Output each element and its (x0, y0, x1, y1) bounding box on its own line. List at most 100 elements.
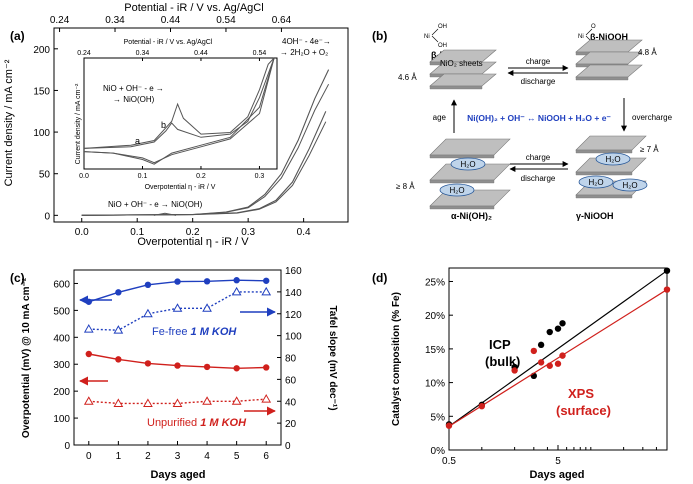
panel-c-y-axis-label: Overpotential (mV) @ 10 mA cm⁻² (21, 277, 32, 438)
panel-d: (d) 0.5 5 0% 5% 10% 15% 20% 25% Days aged Catal… (372, 267, 671, 481)
data-point (85, 350, 92, 358)
data-point (546, 328, 553, 336)
data-point (263, 277, 270, 284)
fit-line (448, 270, 668, 427)
inset-series-line-b (83, 57, 275, 149)
x-tick-label: 0.2 (186, 227, 200, 238)
x-tick-label: 0 (86, 451, 92, 462)
spacing-8-label: ≥ 8 Å (396, 182, 415, 191)
icp-label: ICP (489, 337, 511, 352)
data-point (231, 396, 242, 405)
data-point (445, 422, 453, 429)
nio2-sheet-edge (575, 171, 633, 176)
data-point (261, 394, 272, 403)
inset-series-line-a (83, 57, 275, 149)
nio2-sheet-edge (575, 76, 629, 81)
data-point (144, 281, 152, 289)
x-tick-label: 0.0 (75, 227, 89, 238)
panel-c-x-axis-label: Days aged (150, 469, 205, 481)
y-tick-label: 100 (33, 128, 50, 139)
water-molecule (450, 157, 486, 171)
inset-top-x-tick-label: 0.44 (194, 50, 208, 57)
ni-redox-reaction: Ni(OH)₂ + OH⁻ ↔ NiOOH + H₂O + e⁻ (467, 113, 611, 123)
y2-tick-label: 0 (285, 441, 291, 452)
nio2-sheet-edge (429, 205, 495, 210)
data-point (530, 347, 538, 355)
y-tick-label: 10% (425, 379, 445, 390)
oh-group-label: OH (438, 24, 447, 30)
y-tick-label: 150 (33, 86, 50, 97)
panel-a-top-axis-label: Potential - iR / V vs. Ag/AgCl (124, 2, 263, 14)
data-point (115, 289, 122, 296)
inset-x-tick-label: 0.2 (196, 173, 206, 180)
oxidation-peak (153, 212, 177, 216)
water-label: H₂O (449, 186, 464, 195)
data-point (83, 324, 94, 333)
gamma-niooh-sheet-stack: H₂O H₂O H₂O (575, 135, 648, 199)
inset-curve-label-a: a (135, 136, 140, 146)
y-tick-label: 400 (53, 333, 70, 344)
y2-tick-label: 80 (285, 354, 297, 365)
charge-label-top: charge (526, 57, 551, 66)
ni-atom-label: Ni (424, 34, 430, 40)
y-tick-label: 25% (425, 277, 445, 288)
ni-atom-label: Ni (578, 34, 584, 40)
oer-reaction-line1: 4OH⁻ - 4e⁻→ (282, 37, 331, 46)
nio2-sheet (575, 135, 647, 151)
ni-oxidation-note: NiO + OH⁻ - e → NiO(OH) (108, 200, 203, 209)
x-tick-label: 0.5 (442, 456, 456, 467)
panel-c: (c) 0 1 2 3 4 5 601002003004005006000204060801… (10, 266, 338, 481)
x-tick-label: 5 (555, 456, 561, 467)
oh-group-label: OH (438, 43, 447, 49)
top-x-tick-label: 0.64 (272, 15, 292, 26)
data-point (113, 325, 124, 334)
y-tick-label: 20% (425, 311, 445, 322)
x-tick-label: 1 (116, 451, 122, 462)
y-tick-label: 5% (431, 412, 446, 423)
y-tick-label: 50 (39, 170, 51, 181)
nio2-sheet-edge (429, 154, 495, 159)
data-point (537, 359, 545, 366)
x-tick-label: 3 (175, 451, 181, 462)
inset-top-axis-label: Potential - iR / V vs. Ag/AgCl (124, 39, 213, 46)
panel-c-label: (c) (10, 271, 25, 285)
discharge-label-bottom: discharge (521, 174, 556, 183)
surface-label: (surface) (556, 403, 611, 418)
water-label: H₂O (588, 178, 603, 187)
nio2-sheets-label: NiO₂ sheets (440, 59, 483, 68)
nio2-sheet-edge (575, 194, 633, 199)
panel-a-y-axis-label: Current density / mA cm⁻² (3, 59, 15, 186)
water-molecule (578, 175, 614, 189)
age-label: age (433, 113, 447, 122)
alpha-ni-oh2-sheet-stack: H₂O H₂O (429, 138, 511, 210)
y2-tick-label: 20 (285, 419, 297, 430)
y2-tick-label: 100 (285, 332, 302, 343)
bond-line (431, 35, 439, 43)
data-point (202, 396, 212, 405)
series-return-line-b (81, 83, 330, 216)
overcharge-label: overcharge (632, 113, 673, 122)
inset-top-x-tick-label: 0.54 (253, 50, 267, 57)
data-point (143, 398, 153, 407)
x-tick-label: 0.1 (130, 227, 144, 238)
data-point (537, 341, 545, 349)
y2-tick-label: 160 (285, 266, 302, 277)
x-tick-label: 0.3 (241, 227, 255, 238)
top-x-tick-label: 0.24 (50, 15, 70, 26)
data-point (663, 286, 671, 293)
x-tick-label: 5 (234, 451, 240, 462)
data-point (203, 363, 211, 371)
inset-reaction-line2: → NiO(OH) (113, 95, 155, 104)
data-point (83, 396, 94, 405)
panel-a: (a) Potential - iR / V vs. Ag/AgCl Overp… (3, 2, 349, 248)
nio2-sheet-edge (575, 149, 633, 154)
data-point (554, 360, 562, 367)
x-tick-label: 6 (263, 451, 269, 462)
inset-x-tick-label: 0.0 (79, 173, 89, 180)
y2-tick-label: 40 (285, 397, 297, 408)
xps-label: XPS (568, 386, 594, 401)
panel-c-y2-axis-label: Tafel slope (mV dec⁻¹) (327, 305, 338, 410)
data-point (478, 402, 486, 410)
y-tick-label: 600 (53, 279, 70, 290)
